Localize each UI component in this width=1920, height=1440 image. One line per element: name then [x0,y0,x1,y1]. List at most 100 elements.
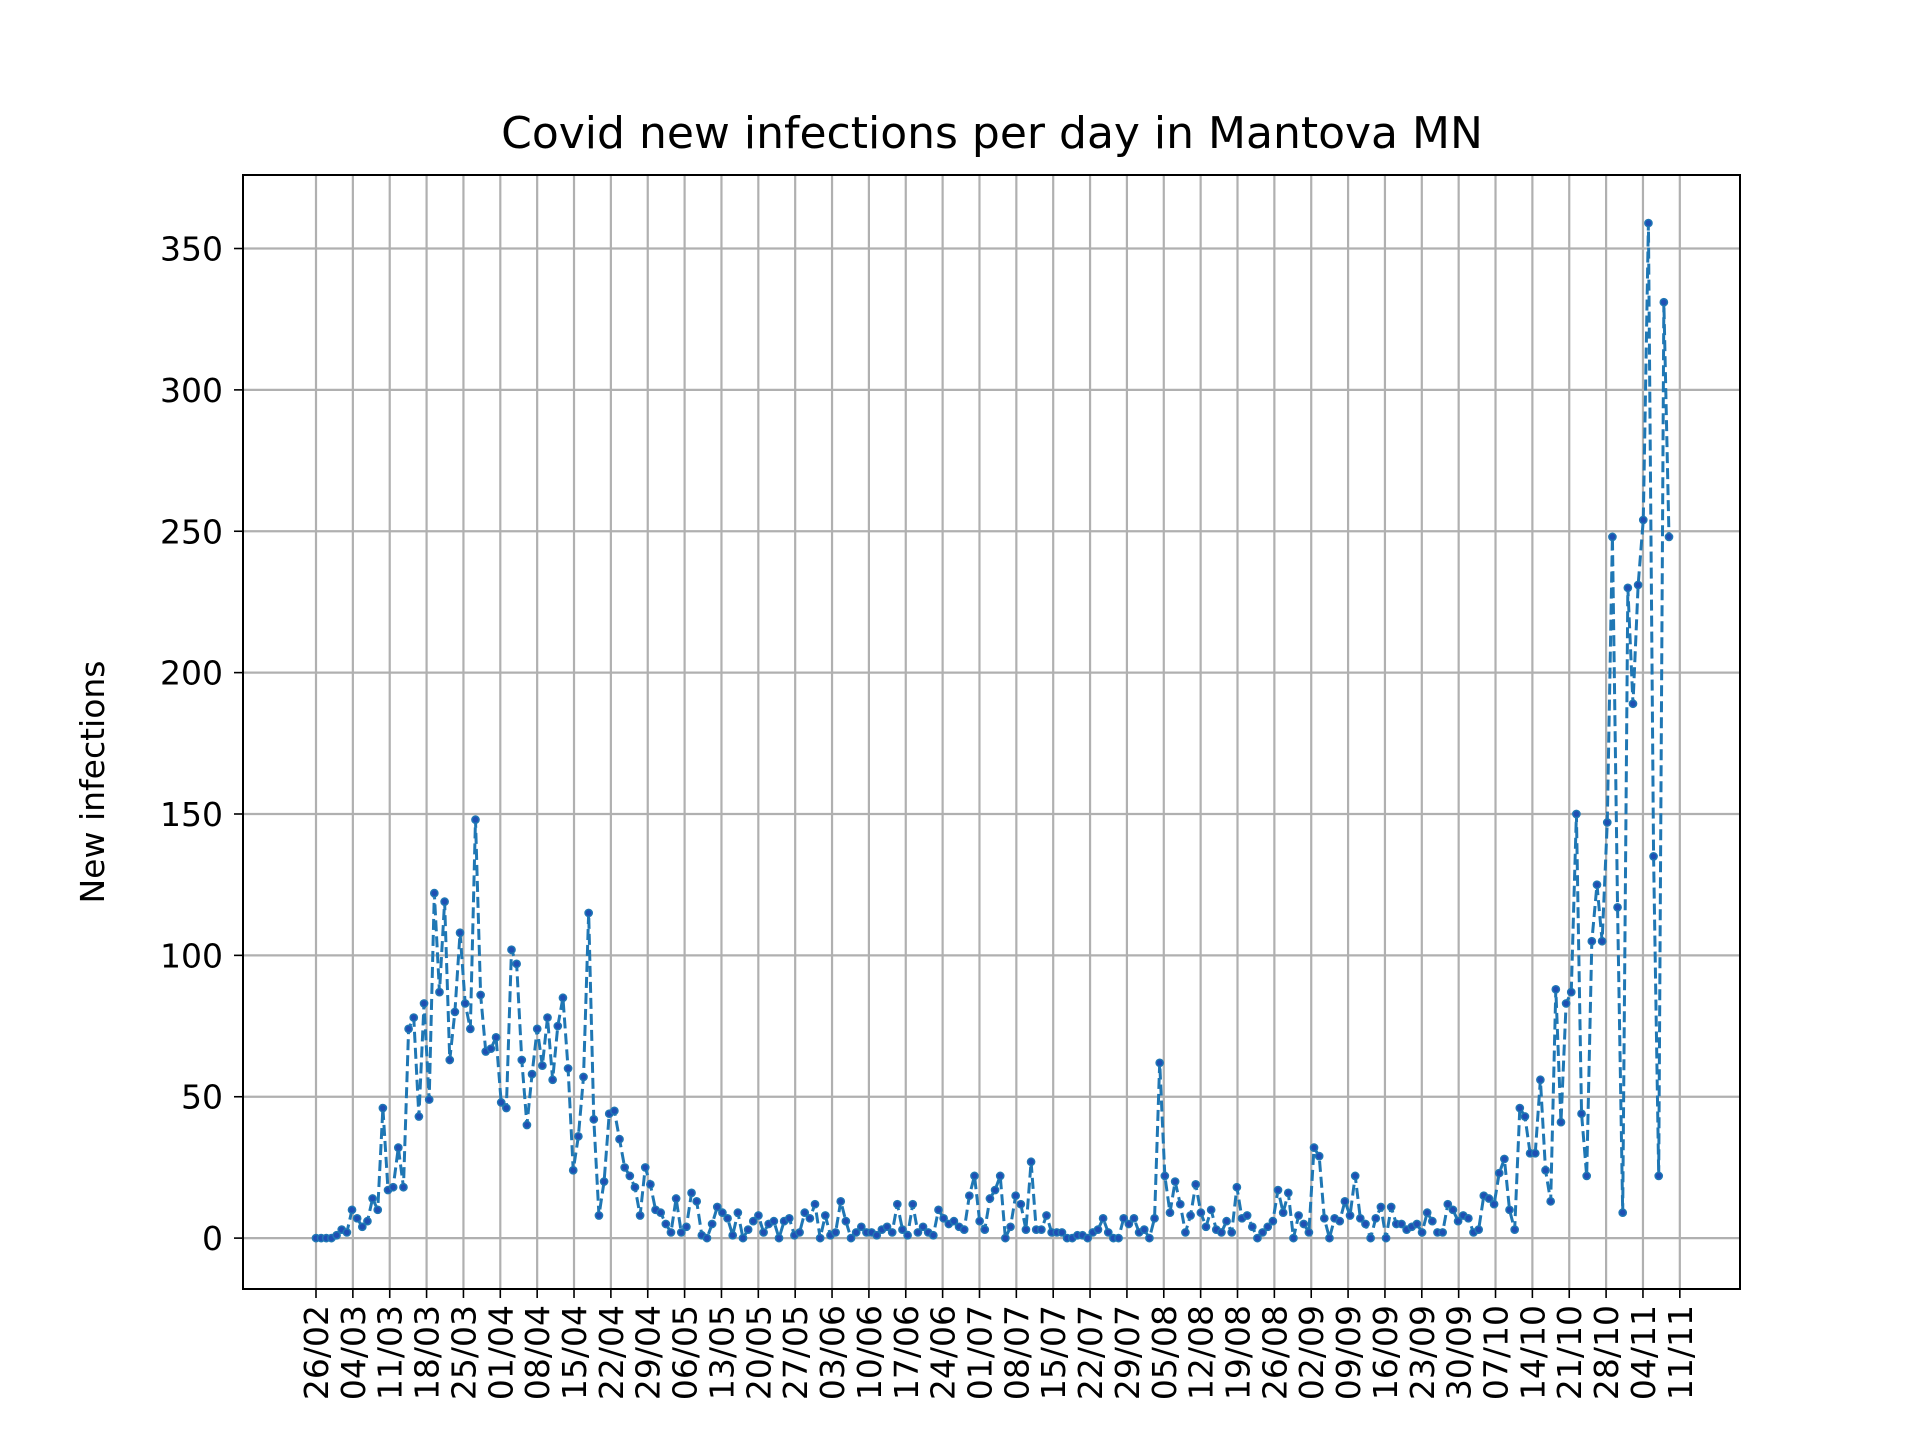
x-tick-label: 01/07 [960,1305,999,1400]
data-point [841,1216,851,1226]
data-point [1572,809,1581,819]
data-point [1345,1211,1355,1220]
data-point [1608,532,1617,542]
data-point [1098,1213,1108,1223]
data-point [599,1177,609,1186]
data-point [409,1013,419,1022]
data-point [1546,1197,1556,1206]
data-point [1376,1202,1386,1212]
data-point [1541,1165,1550,1175]
x-tick-label: 16/09 [1366,1305,1405,1400]
data-point [928,1230,938,1240]
x-tick-label: 12/08 [1182,1305,1221,1400]
x-tick-label: 14/10 [1513,1305,1552,1400]
data-point [1386,1202,1396,1212]
data-point [882,1222,892,1232]
x-tick-label: 15/04 [555,1305,594,1400]
data-point [640,1163,650,1172]
data-point [1515,1103,1525,1113]
data-point [522,1120,532,1130]
x-tick-label: 29/07 [1108,1305,1147,1400]
data-point [543,1013,552,1022]
data-point [990,1185,1000,1195]
x-tick-label: 11/11 [1661,1305,1700,1400]
data-point [630,1182,640,1192]
data-point [754,1211,763,1220]
data-point [1273,1185,1283,1195]
data-point [851,1228,861,1237]
x-tick-label: 30/09 [1440,1305,1479,1400]
data-point [445,1055,455,1065]
data-point [568,1165,578,1175]
data-point [1325,1233,1334,1243]
data-point [1294,1211,1303,1220]
x-tick-label: 11/03 [371,1305,410,1400]
data-point [620,1163,630,1172]
data-point [342,1228,352,1237]
data-point [1016,1199,1026,1209]
x-tick-label: 10/06 [850,1305,889,1400]
data-point [1582,1171,1592,1181]
data-point [872,1230,882,1240]
x-tick-label: 15/07 [1034,1305,1073,1400]
data-point [1119,1213,1129,1223]
data-point [1289,1233,1298,1243]
data-point [1309,1143,1319,1152]
data-point [496,1098,506,1107]
data-point [728,1230,738,1240]
data-point [738,1233,748,1243]
data-point [903,1230,912,1240]
data-point [1057,1228,1067,1237]
data-point [1150,1213,1159,1223]
y-axis-label: New infections [73,660,112,903]
data-point [887,1228,897,1237]
x-tick-label: 25/03 [444,1305,483,1400]
data-point [610,1106,619,1116]
data-point [1103,1228,1113,1237]
data-point [465,1024,475,1034]
data-point [1319,1213,1329,1223]
data-point [1438,1228,1447,1237]
data-point [1335,1216,1345,1226]
data-point [579,1072,588,1082]
data-point [491,1033,501,1042]
data-point [1587,936,1597,946]
data-point [1654,1171,1664,1181]
data-point [450,1007,460,1017]
data-point [594,1211,604,1220]
x-tick-label: 22/07 [1071,1305,1110,1400]
data-point [584,908,594,918]
data-point [1155,1058,1165,1068]
data-point [918,1222,928,1232]
data-point [733,1208,743,1218]
data-point [1443,1199,1453,1209]
data-point [666,1228,676,1237]
series-line [316,221,1671,1240]
data-point [435,987,444,997]
data-point [635,1211,645,1220]
data-point [1145,1233,1154,1243]
data-point [352,1213,362,1223]
data-point [836,1197,846,1206]
data-point [656,1208,666,1218]
data-point [913,1228,923,1237]
data-point [1206,1205,1216,1215]
data-point [1464,1213,1473,1223]
data-point [615,1134,624,1144]
data-point [815,1233,825,1243]
data-point [517,1055,527,1065]
x-tick-label: 24/06 [924,1305,963,1400]
data-point [1649,852,1658,861]
data-point [795,1228,804,1237]
y-tick-label: 100 [160,936,223,975]
data-point [898,1225,907,1234]
data-point [1453,1216,1463,1226]
x-tick-label: 08/04 [518,1305,557,1400]
y-tick-label: 350 [160,230,223,269]
data-point [1448,1205,1458,1215]
data-point [784,1213,794,1223]
data-point [1361,1219,1370,1229]
data-point [805,1213,815,1223]
data-point [548,1075,557,1085]
y-tick-label: 250 [160,512,223,551]
